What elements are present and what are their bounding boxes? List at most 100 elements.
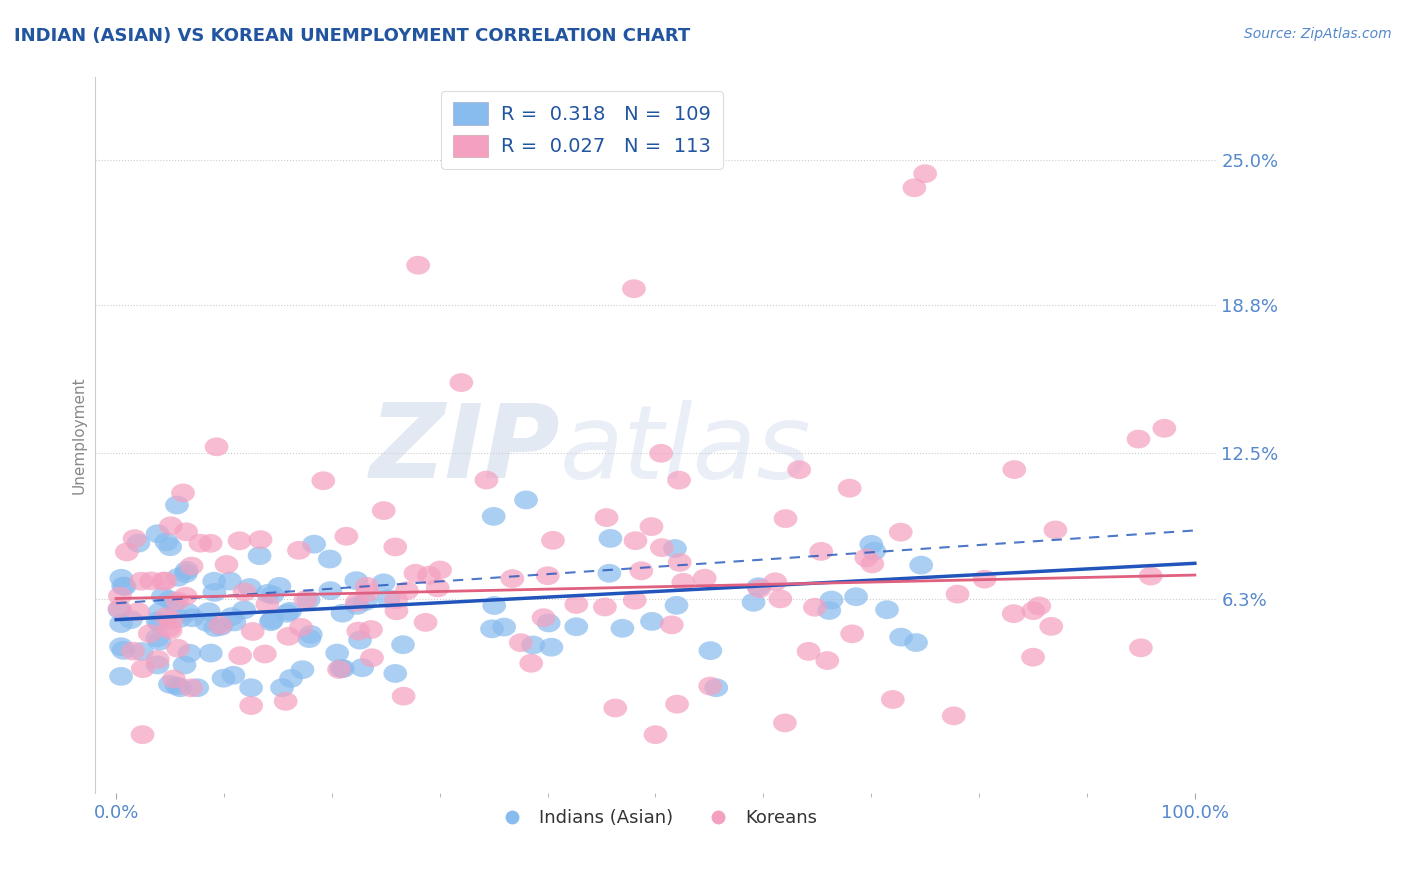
Ellipse shape (797, 642, 821, 661)
Ellipse shape (162, 593, 186, 613)
Ellipse shape (973, 570, 997, 589)
Ellipse shape (253, 645, 277, 664)
Ellipse shape (359, 620, 382, 639)
Ellipse shape (350, 658, 374, 677)
Ellipse shape (278, 602, 302, 621)
Ellipse shape (763, 573, 787, 591)
Ellipse shape (111, 576, 135, 595)
Ellipse shape (166, 568, 190, 587)
Ellipse shape (610, 619, 634, 638)
Ellipse shape (174, 523, 198, 541)
Ellipse shape (595, 508, 619, 527)
Ellipse shape (155, 533, 179, 551)
Ellipse shape (129, 572, 153, 591)
Ellipse shape (910, 556, 934, 574)
Ellipse shape (153, 572, 177, 591)
Ellipse shape (1153, 419, 1177, 438)
Ellipse shape (815, 651, 839, 670)
Ellipse shape (540, 638, 564, 657)
Ellipse shape (209, 617, 233, 636)
Ellipse shape (875, 600, 898, 619)
Ellipse shape (148, 632, 172, 650)
Ellipse shape (1002, 460, 1026, 479)
Ellipse shape (903, 178, 927, 197)
Ellipse shape (319, 582, 342, 600)
Ellipse shape (803, 598, 827, 616)
Ellipse shape (664, 539, 686, 558)
Ellipse shape (173, 656, 197, 674)
Ellipse shape (204, 618, 226, 637)
Ellipse shape (741, 593, 765, 612)
Ellipse shape (108, 587, 132, 606)
Ellipse shape (159, 516, 183, 535)
Ellipse shape (202, 572, 226, 591)
Ellipse shape (537, 614, 561, 632)
Ellipse shape (838, 479, 862, 498)
Ellipse shape (174, 561, 198, 580)
Ellipse shape (186, 678, 209, 698)
Ellipse shape (260, 585, 284, 605)
Ellipse shape (239, 678, 263, 698)
Ellipse shape (167, 609, 191, 628)
Ellipse shape (188, 533, 212, 552)
Ellipse shape (180, 557, 204, 575)
Ellipse shape (889, 628, 912, 647)
Ellipse shape (290, 618, 312, 637)
Ellipse shape (699, 677, 723, 696)
Ellipse shape (155, 607, 179, 626)
Ellipse shape (769, 590, 792, 608)
Ellipse shape (564, 595, 588, 614)
Ellipse shape (145, 629, 169, 648)
Ellipse shape (260, 611, 284, 630)
Ellipse shape (344, 571, 368, 590)
Ellipse shape (855, 549, 879, 567)
Ellipse shape (159, 621, 183, 640)
Ellipse shape (603, 698, 627, 717)
Ellipse shape (276, 604, 299, 623)
Ellipse shape (501, 569, 524, 588)
Ellipse shape (146, 650, 170, 669)
Ellipse shape (205, 437, 228, 456)
Ellipse shape (218, 572, 242, 591)
Ellipse shape (623, 591, 647, 609)
Ellipse shape (146, 612, 170, 631)
Ellipse shape (392, 687, 415, 706)
Ellipse shape (325, 644, 349, 663)
Ellipse shape (215, 555, 239, 574)
Ellipse shape (1139, 566, 1163, 585)
Ellipse shape (222, 665, 245, 685)
Ellipse shape (277, 627, 301, 646)
Ellipse shape (406, 256, 430, 275)
Ellipse shape (127, 602, 150, 621)
Ellipse shape (160, 611, 183, 630)
Ellipse shape (110, 569, 134, 588)
Ellipse shape (644, 725, 668, 744)
Ellipse shape (129, 642, 153, 661)
Ellipse shape (418, 566, 441, 584)
Ellipse shape (650, 538, 673, 557)
Ellipse shape (942, 706, 966, 725)
Ellipse shape (165, 496, 188, 515)
Ellipse shape (817, 601, 841, 620)
Ellipse shape (531, 608, 555, 627)
Ellipse shape (1028, 597, 1052, 615)
Text: INDIAN (ASIAN) VS KOREAN UNEMPLOYMENT CORRELATION CHART: INDIAN (ASIAN) VS KOREAN UNEMPLOYMENT CO… (14, 27, 690, 45)
Ellipse shape (150, 587, 174, 606)
Ellipse shape (121, 641, 145, 661)
Ellipse shape (593, 598, 617, 616)
Text: ZIP: ZIP (370, 400, 560, 500)
Ellipse shape (146, 656, 170, 674)
Ellipse shape (536, 566, 560, 585)
Ellipse shape (270, 678, 294, 698)
Ellipse shape (377, 590, 401, 608)
Ellipse shape (659, 615, 683, 634)
Ellipse shape (159, 537, 181, 556)
Ellipse shape (166, 639, 190, 657)
Ellipse shape (564, 617, 588, 636)
Ellipse shape (267, 577, 291, 596)
Ellipse shape (335, 527, 359, 546)
Ellipse shape (291, 660, 315, 679)
Ellipse shape (112, 577, 136, 596)
Ellipse shape (1126, 430, 1150, 449)
Ellipse shape (239, 696, 263, 715)
